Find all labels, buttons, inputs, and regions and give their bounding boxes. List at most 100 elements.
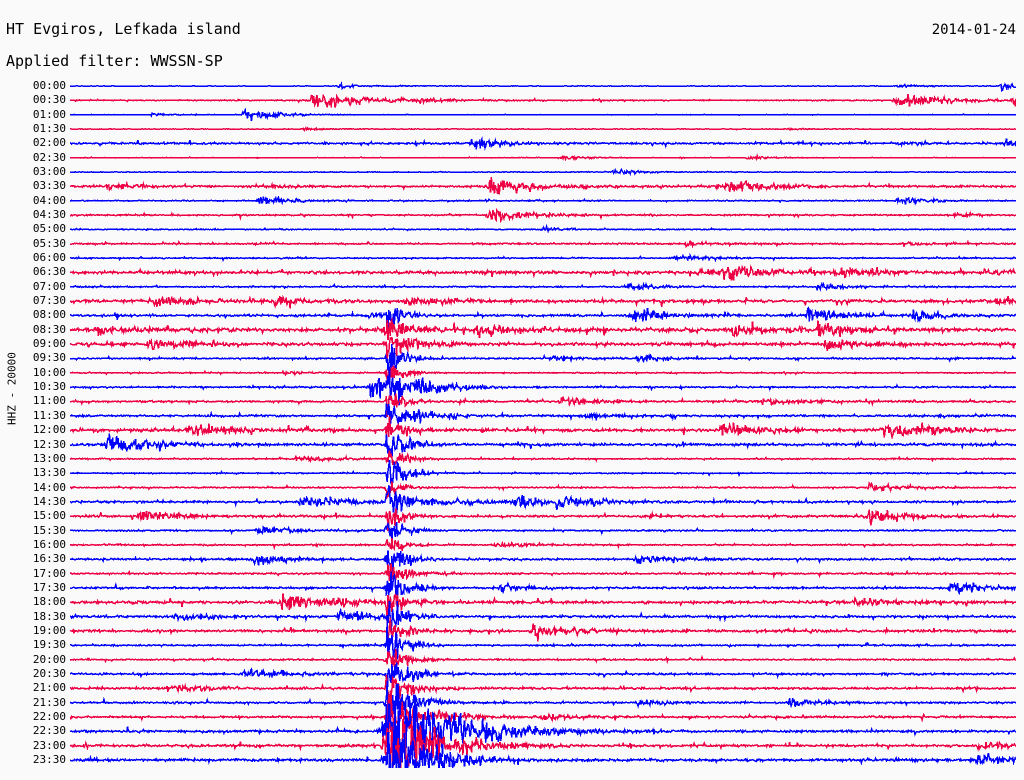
time-label: 03:30 [32,179,66,193]
time-label: 01:00 [32,107,66,121]
trace-line [70,336,1016,361]
time-label: 22:30 [32,724,66,738]
trace-line [70,621,1016,660]
trace-line [70,601,1016,632]
time-label: 06:00 [32,251,66,265]
time-label: 11:00 [32,394,66,408]
trace-line [70,107,1016,121]
trace-line [70,343,1016,372]
trace-line [70,207,1016,224]
trace-line [70,681,1016,722]
time-label: 00:00 [32,79,66,92]
trace-line [70,450,1016,466]
time-label: 16:30 [32,552,66,566]
time-label: 14:00 [32,480,66,494]
trace-line [70,459,1016,485]
time-label: 12:00 [32,423,66,437]
time-label: 17:30 [32,580,66,594]
time-label: 03:00 [32,165,66,179]
trace-line [70,167,1016,176]
trace-line [70,522,1016,544]
time-label: 07:30 [32,294,66,308]
time-label: 05:00 [32,222,66,236]
time-label: 13:00 [32,451,66,465]
time-label: 22:00 [32,709,66,723]
trace-line [70,433,1016,459]
trace-line [70,732,1016,768]
trace-line [70,662,1016,696]
trace-line [70,81,1016,93]
trace-line [70,239,1016,249]
time-label: 16:00 [32,537,66,551]
time-label: 14:30 [32,494,66,508]
trace-line [70,264,1016,281]
time-label: 08:30 [32,322,66,336]
time-label: 21:00 [32,681,66,695]
trace-line [70,694,1016,745]
trace-line [70,718,1016,768]
trace-line [70,675,1016,708]
time-label: 20:00 [32,652,66,666]
trace-line [70,153,1016,162]
trace-line [70,617,1016,642]
time-label: 10:00 [32,365,66,379]
trace-line [70,703,1016,760]
trace-line [70,306,1016,331]
seismogram-traces [70,81,1016,768]
time-label: 01:30 [32,122,66,136]
time-label: 20:30 [32,666,66,680]
trace-line [70,177,1016,195]
record-date: 2014-01-24 [931,22,1016,38]
time-label: 15:00 [32,509,66,523]
time-label: 18:30 [32,609,66,623]
trace-line [70,485,1016,514]
trace-line [70,317,1016,341]
trace-line [70,125,1016,132]
time-label: 08:00 [32,308,66,322]
seismogram-plot [70,78,1016,768]
time-label: 04:00 [32,193,66,207]
trace-line [70,416,1016,440]
trace-line [70,550,1016,575]
time-label: 05:30 [32,236,66,250]
time-label: 19:00 [32,623,66,637]
trace-line [70,252,1016,263]
time-label: 21:30 [32,695,66,709]
applied-filter-label: Applied filter: WWSSN-SP [6,52,223,70]
trace-line [70,366,1016,406]
time-label: 23:30 [32,753,66,766]
time-axis: 00:00 00:30 01:00 01:30 02:00 02:30 03:00 03:30… [0,78,70,768]
time-label: 00:30 [32,93,66,107]
trace-line [70,136,1016,152]
time-label: 17:00 [32,566,66,580]
time-label: 09:00 [32,337,66,351]
trace-line [70,393,1016,417]
time-label: 23:00 [32,738,66,752]
trace-line [70,223,1016,234]
trace-line [70,93,1016,108]
station-title: HT Evgiros, Lefkada island [6,20,241,38]
time-label: 18:00 [32,595,66,609]
time-label: 07:00 [32,279,66,293]
trace-line [70,593,1016,624]
trace-line [70,294,1016,309]
time-label: 19:30 [32,638,66,652]
trace-line [70,649,1016,668]
time-label: 13:30 [32,466,66,480]
trace-line [70,281,1016,293]
trace-line [70,195,1016,206]
trace-line [70,365,1016,382]
time-label: 12:30 [32,437,66,451]
time-label: 02:00 [32,136,66,150]
time-label: 10:30 [32,380,66,394]
time-label: 09:30 [32,351,66,365]
trace-line [70,563,1016,581]
time-label: 06:30 [32,265,66,279]
time-label: 15:30 [32,523,66,537]
trace-line [70,481,1016,500]
trace-line [70,537,1016,552]
trace-line [70,571,1016,598]
time-label: 04:30 [32,208,66,222]
trace-line [70,508,1016,531]
